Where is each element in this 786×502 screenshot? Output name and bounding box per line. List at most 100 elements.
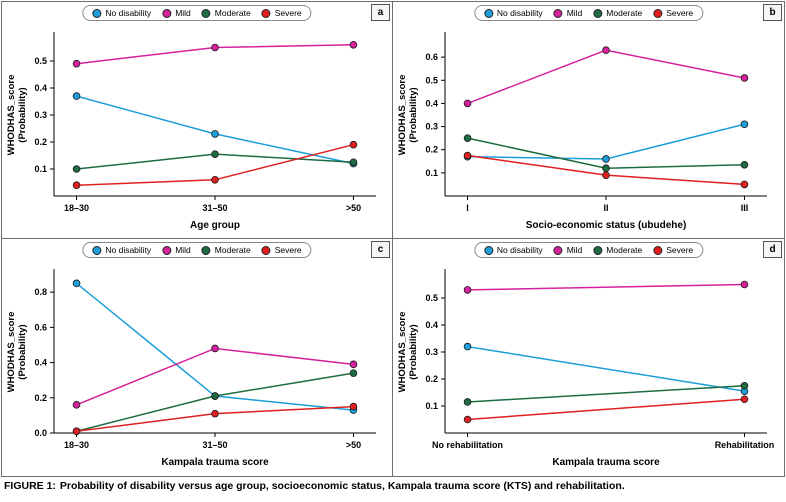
svg-text:0.1: 0.1 bbox=[425, 168, 438, 178]
legend-marker-icon bbox=[162, 8, 172, 18]
legend-marker-icon bbox=[553, 245, 563, 255]
legend-marker-icon bbox=[483, 245, 493, 255]
svg-text:>50: >50 bbox=[346, 203, 361, 213]
svg-text:(Probability): (Probability) bbox=[408, 87, 419, 142]
legend-marker-icon bbox=[483, 8, 493, 18]
figure-caption: FIGURE 1: Probability of disability versu… bbox=[4, 480, 782, 494]
svg-text:Rehabilitation: Rehabilitation bbox=[715, 440, 775, 450]
svg-text:0.2: 0.2 bbox=[425, 374, 438, 384]
svg-text:(Probability): (Probability) bbox=[17, 324, 28, 379]
svg-text:0.6: 0.6 bbox=[425, 52, 438, 62]
svg-text:0.4: 0.4 bbox=[34, 83, 47, 93]
svg-text:Age group: Age group bbox=[190, 220, 240, 231]
panel-c: No disability Mild Moderate Severe c 0.0 0.2… bbox=[2, 239, 393, 476]
legend-marker-icon bbox=[653, 8, 663, 18]
svg-text:(Probability): (Probability) bbox=[17, 87, 28, 142]
svg-text:WHODHAS_score: WHODHAS_score bbox=[397, 75, 408, 156]
legend-item: Severe bbox=[653, 245, 693, 255]
svg-text:0.6: 0.6 bbox=[34, 322, 47, 332]
legend-item: Mild bbox=[553, 8, 583, 18]
legend-marker-icon bbox=[261, 8, 271, 18]
svg-text:0.0: 0.0 bbox=[34, 428, 47, 438]
legend-c: No disability Mild Moderate Severe bbox=[82, 242, 312, 258]
svg-text:Socio-economic status (ubudehe: Socio-economic status (ubudehe) bbox=[526, 220, 687, 231]
legend-label: Mild bbox=[175, 8, 191, 18]
svg-text:18–30: 18–30 bbox=[64, 203, 89, 213]
svg-text:0.3: 0.3 bbox=[425, 347, 438, 357]
chart-canvas-a: 0.1 0.2 0.3 0.4 0.5 18–30 31–50 >50 Age group WHO… bbox=[6, 32, 376, 231]
svg-text:WHODHAS_score: WHODHAS_score bbox=[397, 312, 408, 393]
legend-item: No disability bbox=[92, 8, 151, 18]
legend-label: Severe bbox=[666, 245, 694, 255]
legend-label: No disability bbox=[105, 8, 152, 18]
panel-a: No disability Mild Moderate Severe a 0.1 0.2… bbox=[2, 2, 393, 239]
legend-marker-icon bbox=[261, 245, 271, 255]
legend-label: Moderate bbox=[606, 8, 643, 18]
chart-canvas-d: 0.1 0.2 0.3 0.4 0.5 No rehabilitation Rehabili… bbox=[397, 269, 775, 468]
legend-marker-icon bbox=[593, 8, 603, 18]
legend-label: No disability bbox=[105, 245, 152, 255]
legend-marker-icon bbox=[201, 245, 211, 255]
legend-label: Severe bbox=[666, 8, 694, 18]
svg-text:II: II bbox=[603, 203, 608, 213]
legend-item: Mild bbox=[553, 245, 583, 255]
svg-text:0.2: 0.2 bbox=[34, 393, 47, 403]
svg-text:31–50: 31–50 bbox=[202, 203, 227, 213]
legend-item: Severe bbox=[261, 8, 302, 18]
legend-marker-icon bbox=[162, 245, 172, 255]
svg-text:18–30: 18–30 bbox=[64, 440, 89, 450]
svg-text:0.5: 0.5 bbox=[425, 75, 438, 85]
chart-canvas-c: 0.0 0.2 0.4 0.6 0.8 18–30 31–50 >50 Kampala trau… bbox=[6, 269, 376, 468]
legend-marker-icon bbox=[653, 245, 663, 255]
legend-b: No disability Mild Moderate Severe bbox=[473, 5, 704, 21]
legend-marker-icon bbox=[553, 8, 563, 18]
svg-text:I: I bbox=[466, 203, 469, 213]
legend-label: No disability bbox=[496, 8, 543, 18]
svg-text:(Probability): (Probability) bbox=[408, 324, 419, 379]
panel-label-b: b bbox=[763, 4, 782, 21]
panel-label-a: a bbox=[371, 4, 390, 21]
svg-text:0.1: 0.1 bbox=[425, 401, 438, 411]
legend-item: Moderate bbox=[201, 8, 251, 18]
legend-item: Moderate bbox=[593, 245, 642, 255]
legend-label: Mild bbox=[566, 245, 583, 255]
caption-text: Probability of disability versus age gro… bbox=[59, 480, 625, 492]
svg-text:0.3: 0.3 bbox=[34, 110, 47, 120]
legend-item: No disability bbox=[483, 245, 543, 255]
legend-label: Moderate bbox=[606, 245, 643, 255]
panel-label-d: d bbox=[763, 241, 782, 258]
legend-marker-icon bbox=[593, 245, 603, 255]
legend-label: Severe bbox=[274, 245, 302, 255]
svg-text:>50: >50 bbox=[346, 440, 361, 450]
svg-text:III: III bbox=[741, 203, 749, 213]
legend-label: Moderate bbox=[214, 245, 251, 255]
legend-item: Moderate bbox=[593, 8, 642, 18]
svg-text:0.4: 0.4 bbox=[425, 98, 438, 108]
legend-a: No disability Mild Moderate Severe bbox=[82, 5, 312, 21]
legend-label: Mild bbox=[175, 245, 191, 255]
panel-b: No disability Mild Moderate Severe b 0.1 0.2… bbox=[393, 2, 784, 239]
legend-marker-icon bbox=[92, 245, 102, 255]
svg-text:0.2: 0.2 bbox=[425, 145, 438, 155]
legend-item: Severe bbox=[653, 8, 693, 18]
figure-grid: No disability Mild Moderate Severe a 0.1 0.2… bbox=[1, 1, 785, 477]
svg-text:Kampala trauma score: Kampala trauma score bbox=[552, 457, 660, 468]
legend-item: No disability bbox=[92, 245, 151, 255]
svg-text:No rehabilitation: No rehabilitation bbox=[432, 440, 503, 450]
legend-label: Mild bbox=[566, 8, 583, 18]
legend-item: Mild bbox=[162, 8, 191, 18]
svg-text:0.4: 0.4 bbox=[34, 358, 47, 368]
svg-text:Kampala trauma score: Kampala trauma score bbox=[161, 457, 269, 468]
panel-d: No disability Mild Moderate Severe d 0.1 0.2… bbox=[393, 239, 784, 476]
legend-marker-icon bbox=[92, 8, 102, 18]
svg-text:0.5: 0.5 bbox=[34, 56, 47, 66]
legend-d: No disability Mild Moderate Severe bbox=[473, 242, 704, 258]
svg-text:0.5: 0.5 bbox=[425, 293, 438, 303]
legend-marker-icon bbox=[201, 8, 211, 18]
legend-item: Severe bbox=[261, 245, 302, 255]
legend-item: No disability bbox=[483, 8, 543, 18]
svg-text:31–50: 31–50 bbox=[202, 440, 227, 450]
legend-label: No disability bbox=[496, 245, 543, 255]
